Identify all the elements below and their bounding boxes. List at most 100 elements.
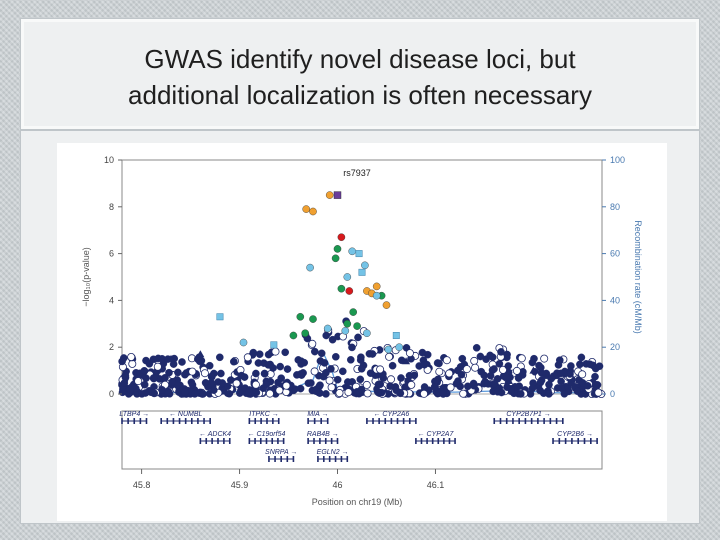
gene-exon <box>322 456 325 462</box>
snp-point <box>457 370 466 379</box>
gene-exon <box>259 438 262 444</box>
gene-exon <box>583 438 586 444</box>
gene-exon <box>336 438 339 444</box>
snp-point <box>283 365 292 373</box>
snp-point <box>470 356 479 365</box>
snp-point <box>397 374 405 382</box>
snp-point <box>366 369 375 377</box>
snp-point <box>118 357 126 366</box>
gene-exon <box>431 438 434 444</box>
snp-point-square <box>358 268 366 276</box>
snp-point <box>536 378 545 387</box>
chart-svg: LTBP4 → ← NUMBL ITPKC → MIA → ← CYP2A6 CYP2B7… <box>81 155 643 507</box>
snp-point <box>308 339 317 348</box>
snp-point <box>542 369 551 378</box>
x-tick-label: 45.8 <box>133 480 151 490</box>
snp-point <box>373 387 382 396</box>
gene-label: EGLN2 → <box>317 449 349 456</box>
snp-point <box>368 350 377 358</box>
gene-exon <box>366 418 368 424</box>
snp-point <box>225 389 233 398</box>
snp-point <box>357 385 366 394</box>
gene-label: LTBP4 → <box>119 411 149 418</box>
gene-exon <box>437 438 440 444</box>
snp-point <box>149 374 158 382</box>
snp-point <box>161 373 169 382</box>
snp-point <box>386 382 394 390</box>
snp-point <box>388 361 397 370</box>
snp-point <box>188 367 197 376</box>
gene-exon <box>319 438 321 444</box>
slide-title: GWAS identify novel disease loci, but ad… <box>21 41 699 113</box>
snp-point <box>262 380 271 389</box>
snp-point <box>540 354 549 363</box>
snp-point <box>275 386 284 395</box>
snp-point <box>354 333 362 342</box>
snp-point-triangle <box>196 350 205 358</box>
x-tick-label: 46.1 <box>427 480 445 490</box>
y-tick-label: 0 <box>109 389 114 399</box>
snp-point-triangle <box>529 366 538 374</box>
snp-point-highlighted <box>337 233 346 241</box>
snp-point-highlighted <box>239 338 248 347</box>
gene-exon <box>260 418 262 424</box>
gene-label: ITPKC → <box>249 411 279 418</box>
snp-point <box>471 363 480 372</box>
snp-point <box>346 355 355 364</box>
snp-point <box>316 381 324 389</box>
snp-point <box>356 375 365 384</box>
snp-point <box>356 356 365 364</box>
lead-snp-label: rs7937 <box>343 168 371 178</box>
snp-point <box>237 371 246 380</box>
snp-point <box>490 380 499 388</box>
snp-point <box>277 374 285 382</box>
y2-tick-label: 80 <box>610 202 620 212</box>
snp-point <box>446 383 455 392</box>
y-tick-label: 6 <box>109 249 114 259</box>
snp-point <box>217 369 225 378</box>
gene-exon <box>292 456 295 462</box>
snp-point <box>454 377 462 385</box>
snp-point <box>317 349 326 358</box>
snp-point <box>118 388 127 397</box>
snp-point <box>374 380 383 389</box>
gene-exon <box>282 438 285 444</box>
highlighted-points-layer <box>216 191 404 354</box>
snp-point <box>515 382 524 390</box>
snp-point <box>190 390 199 398</box>
gene-exon <box>254 438 256 444</box>
snp-point <box>265 389 274 398</box>
gene-exon <box>266 418 268 424</box>
snp-point <box>181 370 189 379</box>
snp-point <box>553 384 562 392</box>
snp-point <box>420 360 429 369</box>
snp-point <box>481 377 489 386</box>
gene-exon <box>562 418 564 424</box>
gene-exon <box>203 418 205 424</box>
snp-point-highlighted <box>302 205 310 213</box>
gene-exon <box>396 418 399 424</box>
snp-point <box>557 369 565 378</box>
snp-point-square <box>355 250 363 258</box>
snp-point <box>218 379 227 387</box>
gene-exon <box>493 418 496 424</box>
snp-point <box>486 351 494 360</box>
gene-exon <box>334 456 337 462</box>
snp-point-square <box>216 313 224 321</box>
snp-point <box>405 349 414 358</box>
snp-point <box>271 347 280 356</box>
gene-exon <box>178 418 181 424</box>
snp-point <box>442 356 451 365</box>
background-points-layer <box>118 317 606 398</box>
snp-point <box>127 352 136 361</box>
lead-snp-marker <box>333 191 342 199</box>
gene-exon <box>340 456 343 462</box>
gene-exon <box>518 418 520 424</box>
snp-point-highlighted <box>343 319 352 328</box>
snp-point <box>498 365 507 374</box>
gene-label: SNRPA → <box>265 449 297 456</box>
y-tick-label: 10 <box>104 155 114 165</box>
gene-exon <box>121 418 123 424</box>
gene-label: ← CYP2A7 <box>418 431 455 438</box>
